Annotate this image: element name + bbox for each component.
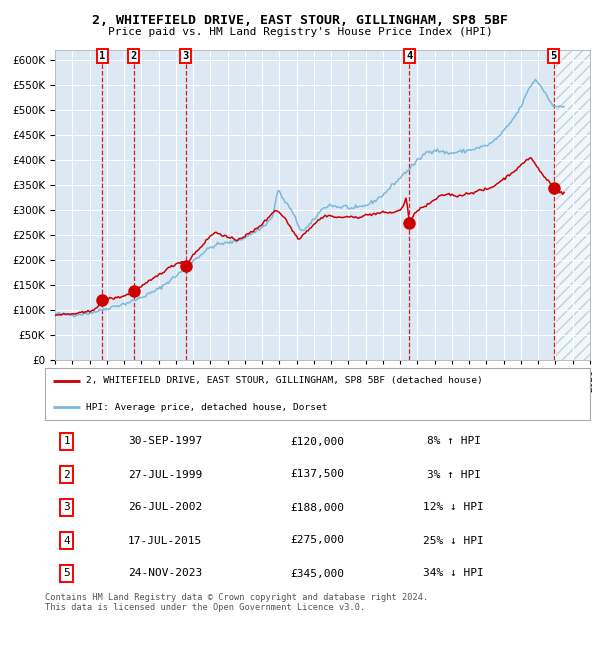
Text: 17-JUL-2015: 17-JUL-2015 <box>128 536 202 545</box>
Text: 3: 3 <box>64 502 70 512</box>
Text: 3: 3 <box>182 51 189 61</box>
Text: 5: 5 <box>551 51 557 61</box>
Text: 26-JUL-2002: 26-JUL-2002 <box>128 502 202 512</box>
Text: 2, WHITEFIELD DRIVE, EAST STOUR, GILLINGHAM, SP8 5BF (detached house): 2, WHITEFIELD DRIVE, EAST STOUR, GILLING… <box>86 376 482 385</box>
Text: 4: 4 <box>64 536 70 545</box>
Text: £120,000: £120,000 <box>290 437 344 447</box>
Text: Price paid vs. HM Land Registry's House Price Index (HPI): Price paid vs. HM Land Registry's House … <box>107 27 493 37</box>
Text: 4: 4 <box>406 51 413 61</box>
Text: £137,500: £137,500 <box>290 469 344 480</box>
Text: Contains HM Land Registry data © Crown copyright and database right 2024.
This d: Contains HM Land Registry data © Crown c… <box>45 593 428 612</box>
Text: 34% ↓ HPI: 34% ↓ HPI <box>424 569 484 578</box>
Text: 27-JUL-1999: 27-JUL-1999 <box>128 469 202 480</box>
Text: HPI: Average price, detached house, Dorset: HPI: Average price, detached house, Dors… <box>86 402 328 411</box>
Text: £275,000: £275,000 <box>290 536 344 545</box>
Text: 1: 1 <box>100 51 106 61</box>
Text: £188,000: £188,000 <box>290 502 344 512</box>
Text: 2: 2 <box>131 51 137 61</box>
Text: 30-SEP-1997: 30-SEP-1997 <box>128 437 202 447</box>
Text: 8% ↑ HPI: 8% ↑ HPI <box>427 437 481 447</box>
Text: 2, WHITEFIELD DRIVE, EAST STOUR, GILLINGHAM, SP8 5BF: 2, WHITEFIELD DRIVE, EAST STOUR, GILLING… <box>92 14 508 27</box>
Text: 25% ↓ HPI: 25% ↓ HPI <box>424 536 484 545</box>
Text: 2: 2 <box>64 469 70 480</box>
Text: 24-NOV-2023: 24-NOV-2023 <box>128 569 202 578</box>
Text: 12% ↓ HPI: 12% ↓ HPI <box>424 502 484 512</box>
Text: £345,000: £345,000 <box>290 569 344 578</box>
Text: 3% ↑ HPI: 3% ↑ HPI <box>427 469 481 480</box>
Text: 5: 5 <box>64 569 70 578</box>
Text: 1: 1 <box>64 437 70 447</box>
